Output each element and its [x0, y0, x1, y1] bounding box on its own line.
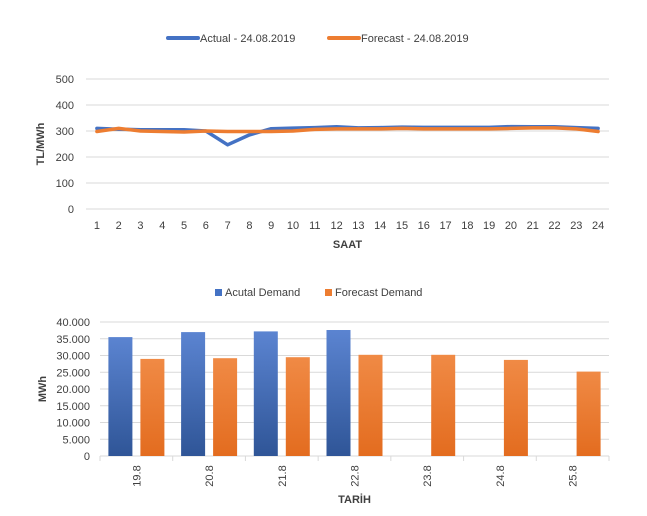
x-tick-label: 4: [159, 220, 165, 232]
bar-x-tick-label: 20.8: [204, 465, 216, 486]
bar-x-axis-title: TARİH: [338, 493, 371, 506]
x-tick-label: 7: [225, 220, 231, 232]
bar-y-tick-label: 0: [84, 451, 90, 463]
x-tick-label: 18: [461, 220, 473, 232]
bar-y-tick-label: 5.000: [62, 434, 90, 446]
y-tick-label: 300: [56, 126, 74, 138]
bar-x-tick-label: 22.8: [350, 465, 362, 486]
legend-label-0: Actual - 24.08.2019: [200, 33, 295, 45]
bar-0-3: [326, 330, 351, 456]
bar-y-tick-label: 25.000: [56, 367, 90, 379]
y-tick-label: 200: [56, 152, 74, 164]
x-tick-label: 9: [268, 220, 274, 232]
bar-y-tick-label: 10.000: [56, 418, 90, 430]
bar-y-tick-label: 20.000: [56, 384, 90, 396]
bar-1-4: [431, 354, 456, 456]
y-tick-label: 500: [56, 74, 74, 86]
x-tick-label: 2: [116, 220, 122, 232]
bar-x-tick-label: 23.8: [422, 465, 434, 486]
x-tick-label: 8: [246, 220, 252, 232]
x-tick-label: 20: [505, 220, 517, 232]
x-tick-label: 11: [309, 220, 320, 232]
legend-label-1: Forecast - 24.08.2019: [361, 33, 469, 45]
bar-1-0: [140, 358, 165, 456]
bar-1-1: [213, 358, 238, 456]
x-tick-label: 13: [352, 220, 364, 232]
x-tick-label: 12: [330, 220, 342, 232]
x-tick-label: 1: [94, 220, 100, 232]
bar-legend-label-0: Acutal Demand: [225, 287, 300, 299]
y-axis-title: TL/MWh: [35, 122, 47, 165]
y-tick-label: 0: [68, 204, 74, 216]
bar-x-tick-label: 19.8: [131, 465, 143, 486]
bar-legend-swatch-1: [325, 289, 332, 296]
y-tick-label: 100: [56, 178, 74, 190]
bar-y-tick-label: 30.000: [56, 351, 90, 363]
x-tick-label: 6: [203, 220, 209, 232]
bar-0-0: [108, 337, 133, 456]
x-tick-label: 22: [548, 220, 560, 232]
x-tick-label: 15: [396, 220, 408, 232]
x-axis-title: SAAT: [333, 239, 362, 251]
bar-0-1: [181, 332, 206, 456]
bar-1-3: [358, 354, 383, 456]
bar-y-tick-label: 35.000: [56, 334, 90, 346]
bar-legend-label-1: Forecast Demand: [335, 287, 422, 299]
bar-x-tick-label: 21.8: [277, 465, 289, 486]
x-tick-label: 21: [527, 220, 539, 232]
bar-y-axis-title: MWh: [37, 376, 49, 403]
bar-1-5: [503, 359, 528, 456]
x-tick-label: 14: [374, 220, 386, 232]
bar-legend-swatch-0: [215, 289, 222, 296]
bar-1-2: [285, 357, 310, 456]
bar-y-tick-label: 15.000: [56, 401, 90, 413]
bar-0-2: [253, 331, 278, 456]
x-tick-label: 16: [418, 220, 430, 232]
x-tick-label: 10: [287, 220, 299, 232]
x-tick-label: 19: [483, 220, 495, 232]
x-tick-label: 24: [592, 220, 604, 232]
x-tick-label: 3: [137, 220, 143, 232]
y-tick-label: 400: [56, 100, 74, 112]
x-tick-label: 5: [181, 220, 187, 232]
bar-x-tick-label: 25.8: [568, 465, 580, 486]
bar-x-tick-label: 24.8: [495, 465, 507, 486]
x-tick-label: 23: [570, 220, 582, 232]
x-tick-label: 17: [439, 220, 451, 232]
bar-y-tick-label: 40.000: [56, 317, 90, 329]
bar-1-6: [576, 371, 601, 456]
series-line-1: [95, 126, 600, 134]
